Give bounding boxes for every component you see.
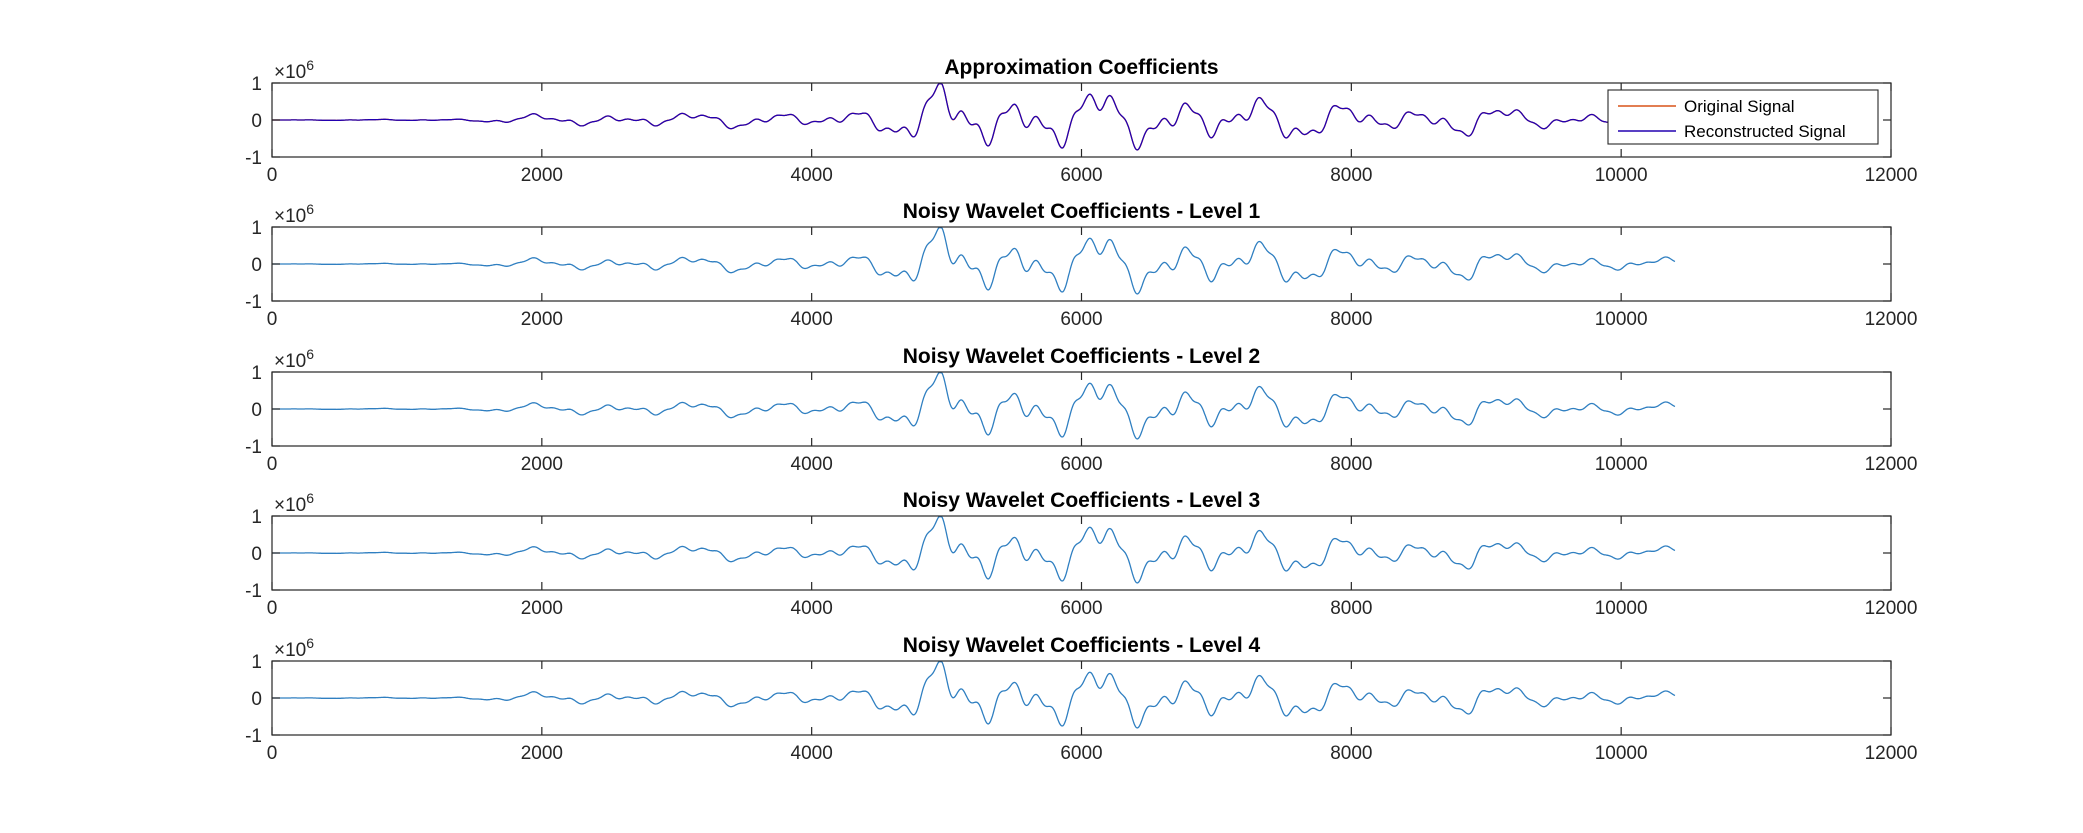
y-tick-label: 0 [251, 255, 262, 276]
x-tick-label: 8000 [1330, 309, 1372, 330]
x-tick-label: 4000 [791, 743, 833, 764]
subplot-4: Noisy Wavelet Coefficients - Level 3 ×106… [245, 489, 1917, 619]
x-tick-label: 4000 [791, 454, 833, 475]
x-tick-label: 2000 [521, 165, 563, 186]
subplot-2: Noisy Wavelet Coefficients - Level 1 ×106… [245, 200, 1917, 330]
x-tick-label: 12000 [1865, 598, 1918, 619]
subplot-5: Noisy Wavelet Coefficients - Level 4 ×106… [245, 634, 1917, 764]
x-tick-label: 0 [267, 309, 278, 330]
y-tick-label: -1 [245, 437, 262, 458]
x-tick-label: 0 [267, 598, 278, 619]
x-tick-label: 2000 [521, 743, 563, 764]
x-tick-label: 10000 [1595, 309, 1648, 330]
y-exponent-label: ×106 [274, 57, 314, 83]
subplot-title: Approximation Coefficients [944, 56, 1218, 79]
y-tick-label: -1 [245, 292, 262, 313]
y-tick-label: 1 [251, 218, 262, 239]
subplot-title: Noisy Wavelet Coefficients - Level 4 [903, 634, 1261, 657]
x-tick-label: 6000 [1060, 743, 1102, 764]
y-tick-label: -1 [245, 581, 262, 602]
x-tick-label: 2000 [521, 454, 563, 475]
x-tick-label: 2000 [521, 309, 563, 330]
x-tick-label: 12000 [1865, 743, 1918, 764]
x-tick-label: 4000 [791, 598, 833, 619]
subplot-3: Noisy Wavelet Coefficients - Level 2 ×106… [245, 345, 1917, 475]
series-line-original-signal [272, 83, 1676, 151]
x-tick-label: 0 [267, 743, 278, 764]
y-tick-label: 0 [251, 111, 262, 132]
series-line-signal [272, 661, 1676, 729]
y-exponent-label: ×106 [274, 635, 314, 661]
subplot-1: Approximation Coefficients ×106 0 2000 4000 6… [245, 56, 1917, 186]
x-tick-label: 8000 [1330, 743, 1372, 764]
x-tick-label: 6000 [1060, 598, 1102, 619]
series-line-signal [272, 227, 1676, 295]
subplot-title: Noisy Wavelet Coefficients - Level 3 [903, 489, 1261, 512]
x-tick-label: 8000 [1330, 598, 1372, 619]
y-tick-label: 0 [251, 689, 262, 710]
subplot-title: Noisy Wavelet Coefficients - Level 2 [903, 345, 1261, 368]
x-tick-label: 6000 [1060, 309, 1102, 330]
y-tick-label: -1 [245, 726, 262, 747]
subplot-title: Noisy Wavelet Coefficients - Level 1 [903, 200, 1261, 223]
y-tick-label: -1 [245, 148, 262, 169]
series-line-reconstructed-signal [272, 83, 1676, 151]
y-tick-label: 1 [251, 507, 262, 528]
x-tick-label: 8000 [1330, 165, 1372, 186]
x-tick-label: 6000 [1060, 165, 1102, 186]
legend-box [1607, 89, 1879, 145]
y-tick-label: 1 [251, 363, 262, 384]
x-tick-label: 12000 [1865, 454, 1918, 475]
y-tick-label: 0 [251, 400, 262, 421]
y-exponent-label: ×106 [274, 201, 314, 227]
x-tick-label: 0 [267, 454, 278, 475]
y-tick-label: 1 [251, 74, 262, 95]
x-tick-label: 6000 [1060, 454, 1102, 475]
legend-entry-label: Original Signal [1684, 97, 1795, 116]
y-exponent-label: ×106 [274, 490, 314, 516]
x-tick-label: 10000 [1595, 598, 1648, 619]
series-line-signal [272, 516, 1676, 584]
series-line-signal [272, 372, 1676, 440]
x-tick-label: 12000 [1865, 165, 1918, 186]
y-tick-label: 1 [251, 652, 262, 673]
y-tick-label: 0 [251, 544, 262, 565]
x-tick-label: 10000 [1595, 743, 1648, 764]
legend: Original Signal Reconstructed Signal [1607, 89, 1879, 145]
x-tick-label: 10000 [1595, 454, 1648, 475]
x-tick-label: 2000 [521, 598, 563, 619]
x-tick-label: 4000 [791, 309, 833, 330]
x-tick-label: 12000 [1865, 309, 1918, 330]
y-exponent-label: ×106 [274, 346, 314, 372]
x-tick-label: 4000 [791, 165, 833, 186]
legend-entry-label: Reconstructed Signal [1684, 122, 1846, 141]
x-tick-label: 10000 [1595, 165, 1648, 186]
x-tick-label: 0 [267, 165, 278, 186]
x-tick-label: 8000 [1330, 454, 1372, 475]
